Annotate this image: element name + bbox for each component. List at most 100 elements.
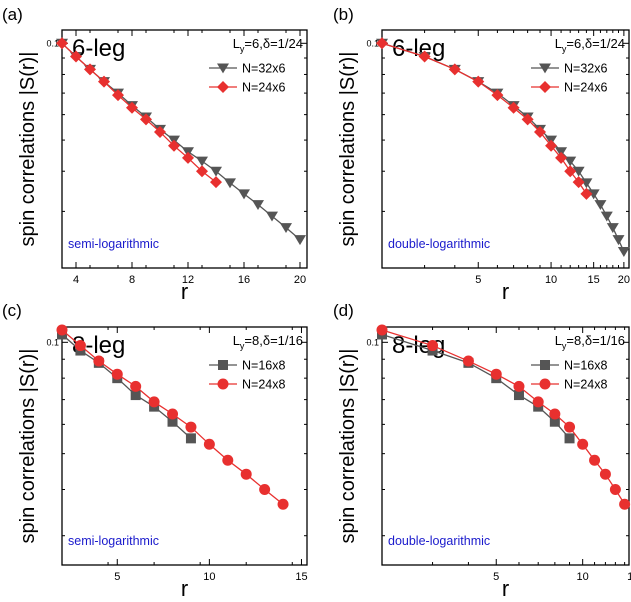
data-point: [490, 368, 502, 380]
series-line: [381, 42, 587, 195]
data-point: [549, 408, 561, 420]
data-point: [427, 340, 439, 352]
data-point: [589, 454, 601, 466]
data-point: [545, 139, 558, 152]
legend-entry: N=16x8: [209, 359, 285, 373]
params-label: Ly=8,δ=1/16: [555, 333, 625, 351]
data-point: [74, 340, 86, 352]
data-point: [599, 468, 611, 480]
data-point: [259, 484, 271, 496]
x-tick-label: 12: [182, 274, 194, 286]
scale-note: semi-logarithmic: [68, 237, 159, 251]
data-point: [472, 75, 485, 88]
data-point: [448, 63, 461, 76]
x-tick-label: 5: [114, 571, 120, 583]
data-point: [376, 324, 388, 336]
legend-marker: [539, 81, 551, 93]
params-label: Ly=8,δ=1/16: [233, 333, 303, 351]
data-point: [185, 421, 197, 433]
legend-label: N=32x6: [242, 62, 285, 76]
data-point: [532, 396, 544, 408]
scale-note: double-logarithmic: [388, 534, 490, 548]
data-point: [513, 390, 524, 401]
data-point: [148, 396, 160, 408]
data-point: [606, 223, 619, 234]
x-tick-label: 10: [577, 571, 589, 583]
data-point: [491, 89, 504, 102]
y-tick-label: 0.1: [46, 337, 59, 347]
scale-note: semi-logarithmic: [68, 534, 159, 548]
data-point: [210, 176, 222, 189]
data-point: [600, 211, 613, 222]
series-n-24x6: [376, 37, 593, 200]
panel-b: 5 10 15 200.1(b)spin correlations |S(r)|r6-…: [333, 5, 630, 304]
data-point: [130, 390, 141, 401]
panel-a: 4 8 12 16 200.1(a)spin correlations |S(r)|r6…: [2, 5, 308, 304]
x-tick-label: 15: [588, 274, 600, 286]
data-point: [580, 178, 593, 189]
plot-frame: [61, 29, 308, 269]
panel-label: (b): [333, 5, 354, 24]
x-axis-label: r: [181, 279, 188, 304]
data-point: [521, 113, 534, 126]
data-point: [266, 211, 278, 222]
y-tick-label: 0.1: [366, 337, 379, 347]
x-axis-label: r: [502, 576, 509, 601]
data-point: [111, 368, 123, 380]
y-tick-label: 0.1: [366, 38, 379, 48]
data-point: [130, 380, 142, 392]
data-point: [252, 200, 264, 210]
legend-entry: N=16x8: [531, 359, 607, 373]
data-point: [240, 468, 252, 480]
y-axis-label: spin correlations |S(r)|: [17, 349, 39, 544]
data-point: [210, 166, 222, 177]
data-point: [572, 166, 585, 177]
legend-entry: N=24x6: [531, 81, 607, 95]
x-tick-label: 20: [618, 274, 630, 286]
panel-c: 5 10 150.1(c)spin correlations |S(r)|r8-le…: [2, 301, 308, 601]
data-point: [277, 498, 289, 510]
data-point: [564, 165, 577, 178]
legend-marker: [217, 378, 229, 390]
plot-frame: [381, 29, 630, 269]
data-point: [555, 151, 568, 164]
legend-marker: [539, 63, 551, 74]
data-point: [609, 484, 621, 496]
data-point: [167, 408, 179, 420]
panel-label: (a): [2, 5, 23, 24]
x-tick-label: 5: [493, 571, 499, 583]
params-label: Ly=6,δ=1/24: [233, 36, 303, 54]
data-point: [533, 125, 546, 138]
y-axis-label: spin correlations |S(r)|: [337, 349, 359, 544]
data-point: [168, 139, 180, 152]
x-axis-label: r: [181, 576, 188, 601]
legend-label: N=24x6: [564, 81, 607, 95]
plot-frame: [61, 326, 308, 566]
data-point: [84, 63, 96, 76]
x-tick-label: 10: [545, 274, 557, 286]
data-point: [280, 223, 292, 234]
data-point: [549, 416, 560, 427]
data-point: [513, 380, 525, 392]
legend-entry: N=24x6: [209, 81, 285, 95]
data-point: [564, 156, 577, 167]
data-point: [612, 235, 625, 246]
legend-label: N=32x6: [564, 62, 607, 76]
x-tick-label: 15: [627, 571, 631, 583]
legend-label: N=24x6: [242, 81, 285, 95]
data-point: [126, 101, 138, 114]
legend-entry: N=24x8: [531, 378, 607, 392]
data-point: [617, 247, 630, 257]
x-tick-label: 20: [294, 274, 306, 286]
plot-frame: [381, 326, 630, 566]
scale-note: double-logarithmic: [388, 237, 490, 251]
data-point: [222, 454, 234, 466]
data-point: [196, 156, 208, 167]
data-point: [580, 187, 593, 200]
legend-marker: [217, 63, 229, 74]
legend-entry: N=32x6: [531, 62, 607, 76]
legend-entry: N=24x8: [209, 378, 285, 392]
params-label: Ly=6,δ=1/24: [555, 36, 625, 54]
data-point: [224, 178, 236, 189]
